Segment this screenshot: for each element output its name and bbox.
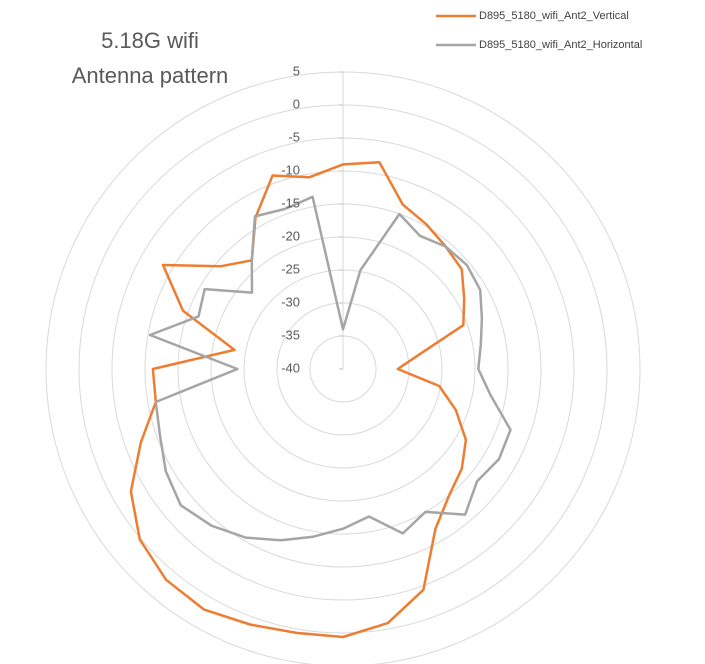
chart-title: 5.18G wifi (101, 28, 199, 53)
legend-label: D895_5180_wifi_Ant2_Horizontal (479, 39, 642, 51)
chart-title: Antenna pattern (72, 63, 229, 88)
y-tick-label: -35 (281, 327, 300, 342)
y-tick-label: -40 (281, 360, 300, 375)
series-line (129, 161, 468, 639)
y-tick-label: -5 (288, 129, 300, 144)
y-tick-label: -10 (281, 162, 300, 177)
y-tick-label: -25 (281, 261, 300, 276)
y-tick-label: -30 (281, 294, 300, 309)
y-tick-label: 0 (293, 96, 300, 111)
y-tick-label: -20 (281, 228, 300, 243)
series-line (148, 195, 512, 542)
legend-label: D895_5180_wifi_Ant2_Vertical (479, 10, 629, 22)
y-tick-label: 5 (293, 63, 300, 78)
y-tick-label: -15 (281, 195, 300, 210)
